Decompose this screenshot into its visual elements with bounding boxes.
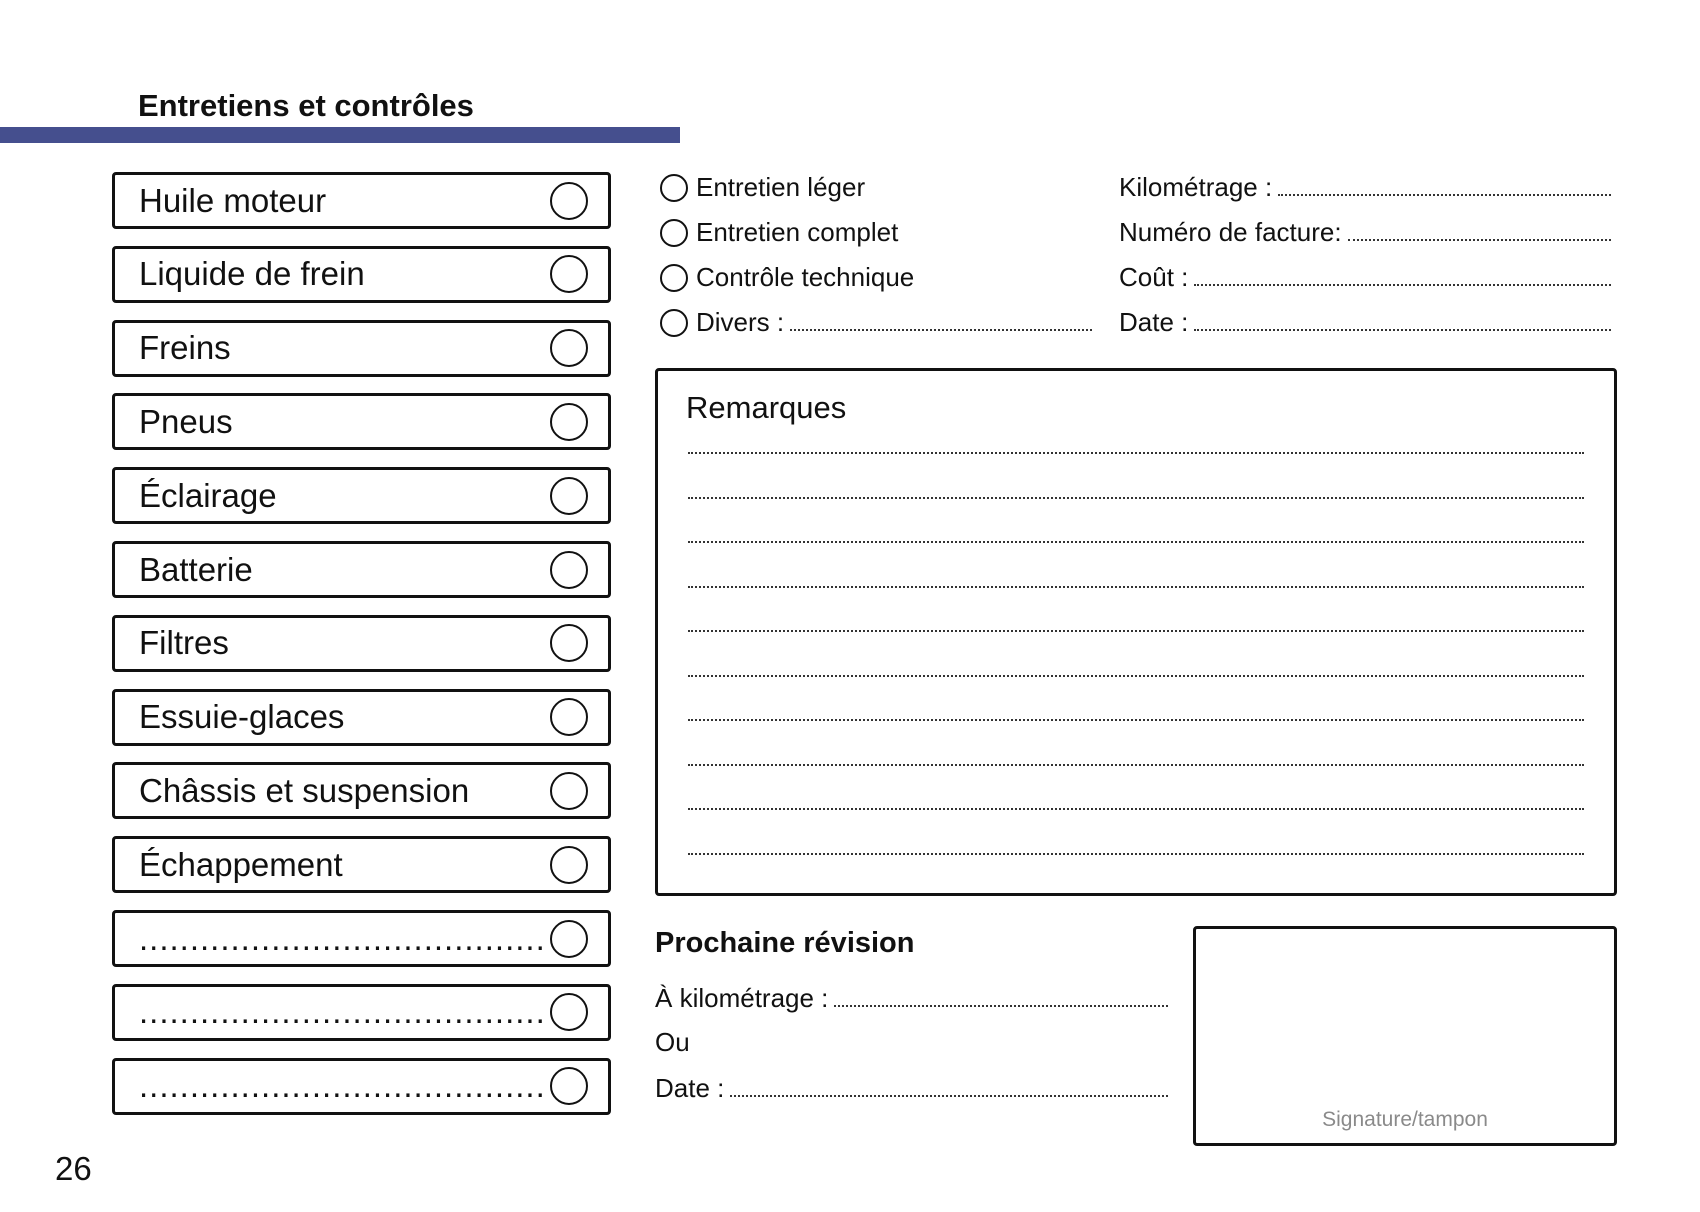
- remarks-title: Remarques: [686, 390, 847, 425]
- dotted-line: [1194, 284, 1611, 286]
- checklist-item[interactable]: ........................................: [112, 1057, 611, 1115]
- checkbox-circle-icon[interactable]: [550, 698, 588, 737]
- checklist-item[interactable]: Châssis et suspension: [112, 762, 611, 820]
- checklist-item-label: Huile moteur: [139, 181, 327, 219]
- service-field-label: Numéro de facture:: [1119, 217, 1342, 247]
- service-field[interactable]: Kilométrage :: [1119, 172, 1611, 203]
- checklist-item[interactable]: Liquide de frein: [112, 245, 611, 303]
- service-type-label: Contrôle technique: [696, 262, 915, 292]
- checkbox-circle-icon[interactable]: [550, 476, 588, 515]
- service-field[interactable]: Coût :: [1119, 262, 1611, 293]
- radio-circle-icon[interactable]: [660, 308, 688, 337]
- next-date-field[interactable]: Date :: [655, 1073, 1168, 1104]
- next-mileage-field[interactable]: À kilométrage :: [655, 983, 1168, 1014]
- checkbox-circle-icon[interactable]: [550, 402, 588, 441]
- checklist-item[interactable]: Pneus: [112, 393, 611, 451]
- remarks-line[interactable]: [688, 452, 1584, 454]
- checklist-item[interactable]: Batterie: [112, 541, 611, 598]
- checklist-item[interactable]: ........................................: [112, 910, 611, 967]
- remarks-line[interactable]: [688, 719, 1584, 721]
- remarks-line[interactable]: [688, 674, 1584, 677]
- checklist-item-label: Pneus: [139, 402, 233, 440]
- next-mileage-label: À kilométrage :: [655, 983, 829, 1013]
- remarks-box: [655, 368, 1617, 896]
- checkbox-circle-icon[interactable]: [550, 919, 588, 958]
- title-underline-bar: [0, 127, 680, 143]
- checklist-item[interactable]: Éclairage: [112, 467, 611, 525]
- checklist-item-label: Éclairage: [139, 476, 277, 514]
- checklist-item-label: ........................................: [139, 1067, 546, 1105]
- checkbox-circle-icon[interactable]: [550, 771, 588, 810]
- service-field-label: Date :: [1119, 307, 1189, 337]
- checkbox-circle-icon[interactable]: [550, 550, 588, 589]
- service-type-label: Entretien complet: [696, 217, 899, 247]
- checklist-item-label: Batterie: [139, 550, 253, 588]
- service-type-option[interactable]: Entretien complet: [660, 217, 898, 248]
- checkbox-circle-icon[interactable]: [550, 993, 588, 1032]
- checklist-item-label: ........................................: [139, 993, 546, 1031]
- checklist-item[interactable]: Essuie-glaces: [112, 688, 611, 746]
- service-field-label: Kilométrage :: [1119, 172, 1273, 202]
- service-field[interactable]: Date :: [1119, 307, 1611, 338]
- page-number: 26: [55, 1150, 92, 1187]
- signature-box[interactable]: [1193, 926, 1617, 1146]
- checkbox-circle-icon[interactable]: [550, 181, 588, 220]
- checklist-item-label: Freins: [139, 329, 231, 367]
- page-title: Entretiens et contrôles: [138, 88, 474, 123]
- or-label-row: Ou: [655, 1027, 1168, 1058]
- dotted-line: [1278, 194, 1611, 196]
- checkbox-circle-icon[interactable]: [550, 624, 588, 663]
- service-type-label: Divers :: [696, 307, 785, 337]
- remarks-line[interactable]: [688, 763, 1584, 766]
- checkbox-circle-icon[interactable]: [550, 1067, 588, 1106]
- next-service-title: Prochaine révision: [655, 927, 915, 959]
- checkbox-circle-icon[interactable]: [550, 845, 588, 884]
- remarks-line[interactable]: [688, 585, 1584, 588]
- checklist-item-label: Liquide de frein: [139, 255, 365, 293]
- checklist-item[interactable]: Échappement: [112, 836, 611, 894]
- dotted-line: [790, 329, 1092, 331]
- dotted-line: [1347, 239, 1611, 241]
- checklist-item-label: Échappement: [139, 845, 343, 883]
- service-type-option[interactable]: Entretien léger: [660, 172, 865, 203]
- remarks-line[interactable]: [688, 630, 1584, 632]
- service-field[interactable]: Numéro de facture:: [1119, 217, 1611, 248]
- checklist-item-label: Essuie-glaces: [139, 698, 345, 736]
- checklist-item-label: Châssis et suspension: [139, 771, 470, 809]
- remarks-line[interactable]: [688, 852, 1584, 855]
- radio-circle-icon[interactable]: [660, 263, 688, 292]
- checkbox-circle-icon[interactable]: [550, 329, 588, 368]
- checklist-item-label: Filtres: [139, 624, 229, 662]
- remarks-line[interactable]: [688, 496, 1584, 499]
- radio-circle-icon[interactable]: [660, 218, 688, 247]
- remarks-line[interactable]: [688, 541, 1584, 543]
- dotted-line: [834, 1005, 1168, 1007]
- signature-label: Signature/tampon: [1322, 1108, 1488, 1131]
- or-label: Ou: [655, 1027, 690, 1057]
- checklist-item[interactable]: ........................................: [112, 983, 611, 1041]
- dotted-line: [730, 1095, 1168, 1097]
- radio-circle-icon[interactable]: [660, 173, 688, 202]
- checklist-item-label: ........................................: [139, 919, 546, 957]
- service-field-label: Coût :: [1119, 262, 1189, 292]
- service-type-option[interactable]: Divers :: [660, 307, 1092, 338]
- checklist-item[interactable]: Huile moteur: [112, 172, 611, 229]
- remarks-line[interactable]: [688, 808, 1584, 810]
- next-date-label: Date :: [655, 1073, 725, 1103]
- service-type-option[interactable]: Contrôle technique: [660, 262, 914, 293]
- checklist-item[interactable]: Filtres: [112, 614, 611, 672]
- checklist-item[interactable]: Freins: [112, 319, 611, 377]
- checkbox-circle-icon[interactable]: [550, 255, 588, 294]
- service-type-label: Entretien léger: [696, 172, 866, 202]
- dotted-line: [1194, 329, 1611, 331]
